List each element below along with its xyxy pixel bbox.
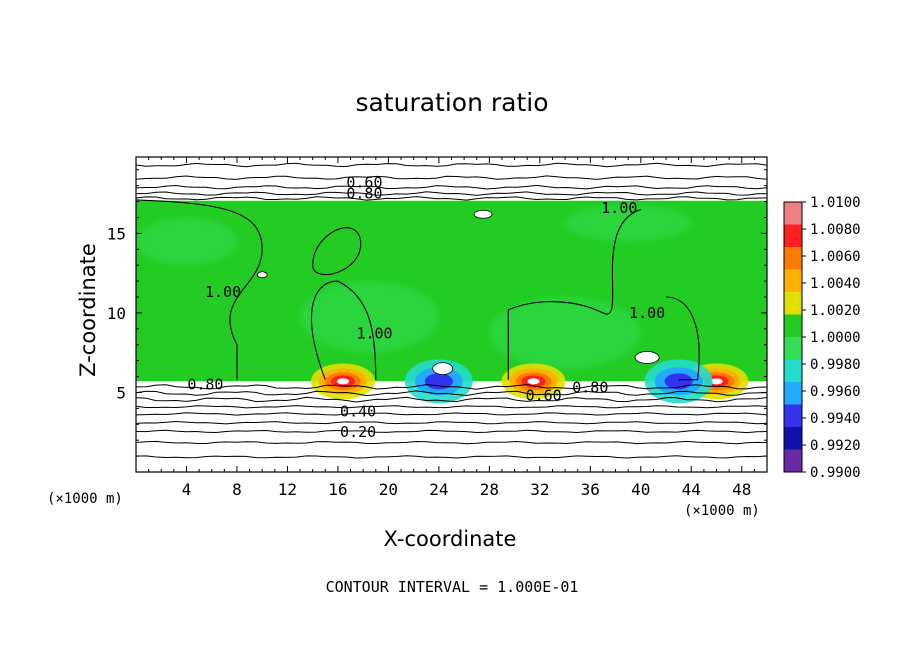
tint-region [300,281,439,353]
colorbar-label: 1.0060 [810,249,861,265]
tint-region [565,204,692,242]
colorbar-label: 1.0000 [810,330,861,346]
colorbar-label: 0.9960 [810,384,861,400]
x-tick-label: 20 [379,480,398,499]
contour-label: 1.00 [205,283,241,301]
plot-area: 0.600.801.001.001.001.000.80 0.800.600.40… [136,162,767,459]
x-unit-left: (×1000 m) [47,491,123,507]
contour-interval-note: CONTOUR INTERVAL = 1.000E-01 [325,578,579,596]
x-tick-label: 48 [732,480,751,499]
colorbar-swatch [784,427,802,450]
colorbar-label: 0.9940 [810,411,861,427]
colorbar-label: 1.0080 [810,222,861,238]
clear-patch [432,362,454,375]
contour-label: 0.80 [187,376,223,394]
contour-line-upper [136,196,767,201]
contour-label: 0.60 [346,173,382,191]
contour-label: 1.00 [356,325,392,343]
contour-line-upper [136,175,767,180]
contour-label: 0.20 [340,423,376,441]
colorbar-swatch [784,202,802,225]
contour-line-lower [136,455,767,459]
colorbar-swatch [784,449,802,472]
colorbar-label: 0.9900 [810,465,861,481]
tint-region [136,217,237,266]
colorbar-swatch [784,337,802,360]
contour-line-1-00 [136,199,263,380]
x-tick-label: 24 [429,480,448,499]
x-tick-label: 32 [530,480,549,499]
contour-line-lower [136,420,767,425]
y-tick-label: 5 [116,383,126,402]
contour-line-1-00 [311,280,377,380]
x-tick-label: 8 [232,480,242,499]
tint-region [489,297,641,369]
x-tick-label: 36 [581,480,600,499]
colorbar-swatch [784,269,802,292]
clear-patch [256,271,268,279]
contour-line-lower [136,429,767,434]
colorbar-label: 0.9980 [810,357,861,373]
hotspot-high [710,378,723,385]
contour-label: 0.40 [340,403,376,421]
contour-label: 1.00 [629,304,665,322]
contour-line-1-00 [312,227,362,276]
colorbar-label: 1.0020 [810,303,861,319]
colorbar-label: 0.9920 [810,438,861,454]
colorbar-swatch [784,314,802,337]
colorbar-swatch [784,359,802,382]
clear-patch [473,209,493,219]
x-axis-label: X-coordinate [383,527,517,551]
contour-line-lower [136,390,767,397]
colorbar: 1.0100 1.0080 1.0060 1.0040 1.0020 1.0000 0.99… [783,195,861,481]
contour-line-lower [136,396,767,403]
contour-line-lower [136,440,767,445]
y-tick-label: 10 [107,304,126,323]
colorbar-swatch [784,247,802,270]
colorbar-label: 1.0040 [810,276,861,292]
contour-line-lower [136,412,767,416]
x-tick-label: 4 [182,480,192,499]
x-tick-label: 12 [278,480,297,499]
colorbar-swatch [784,292,802,315]
x-tick-label: 40 [631,480,650,499]
contour-line-lower [136,405,767,409]
contour-label: 0.80 [346,185,382,203]
contour-line-1-00 [507,208,641,380]
contour-label: 1.00 [601,199,637,217]
contour-line-upper [136,184,767,190]
clear-patch [634,351,660,364]
x-tick-label: 44 [682,480,701,499]
x-unit-right: (×1000 m) [684,503,760,519]
y-axis-label: Z-coordinate [76,243,100,377]
hotspot-high [527,378,540,385]
contour-label: 0.60 [526,387,562,405]
colorbar-swatch [784,224,802,247]
contour-label: 0.80 [572,379,608,397]
hotspot-high [336,378,349,385]
colorbar-swatch [784,382,802,405]
colorbar-label: 1.0100 [810,195,861,211]
x-tick-label: 28 [480,480,499,499]
chart-title: saturation ratio [355,88,549,117]
contour-line-1-00 [666,296,700,381]
contour-line-lower [136,384,767,390]
y-tick-label: 15 [107,224,126,243]
colorbar-swatch [784,404,802,427]
contour-line-upper [136,191,767,196]
x-tick-label: 16 [328,480,347,499]
contour-line-upper [136,162,767,168]
